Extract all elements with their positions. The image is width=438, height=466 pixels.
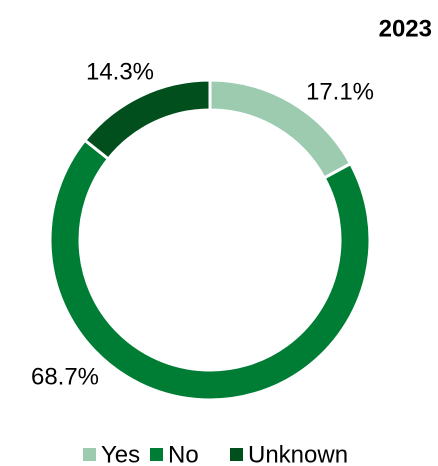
donut-slice — [48, 138, 372, 402]
legend-swatch — [150, 448, 163, 461]
legend-label: Yes — [101, 441, 140, 466]
chart-title: 2023 — [379, 15, 432, 42]
legend-swatch — [83, 448, 96, 461]
data-label: 14.3% — [86, 58, 154, 85]
legend-label: No — [168, 441, 199, 466]
data-label: 68.7% — [31, 363, 99, 390]
legend-label: Unknown — [248, 441, 348, 466]
data-label: 17.1% — [306, 78, 374, 105]
donut-slice — [82, 78, 212, 162]
legend-swatch — [230, 448, 243, 461]
